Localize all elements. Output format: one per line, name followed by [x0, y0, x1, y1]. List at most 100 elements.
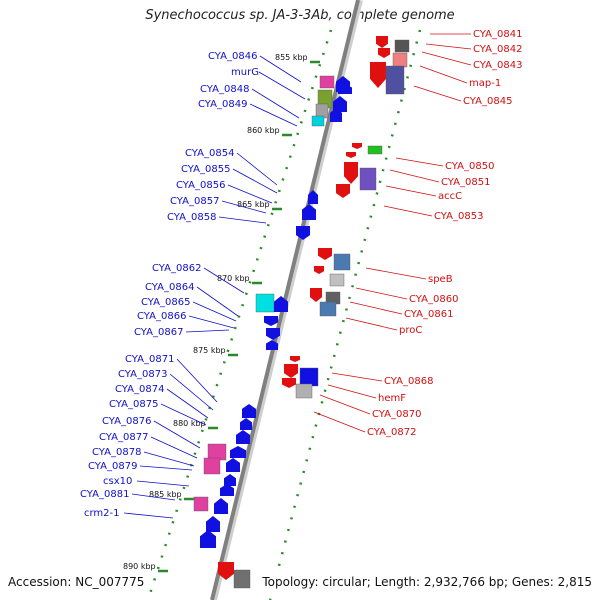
gene-feature-6 [319, 75, 335, 89]
right-leader-14 [327, 384, 377, 399]
kbp-label-7: 890 kbp [123, 562, 156, 571]
left-gene-label-2[interactable]: CYA_0848 [200, 84, 249, 95]
gene-feature-10 [333, 96, 347, 112]
left-leader-12 [188, 315, 235, 329]
gene-feature-14 [352, 143, 362, 149]
left-gene-label-16[interactable]: CYA_0874 [115, 384, 164, 395]
kbp-label-4: 875 kbp [193, 346, 226, 355]
left-leader-15 [169, 373, 214, 411]
gene-feature-5 [385, 65, 405, 95]
gene-feature-37 [299, 367, 319, 387]
left-gene-label-11[interactable]: CYA_0865 [141, 297, 190, 308]
right-leader-5 [395, 157, 444, 167]
gene-feature-30 [255, 293, 275, 313]
right-leader-3 [419, 65, 468, 84]
left-gene-label-3[interactable]: CYA_0849 [198, 99, 247, 110]
right-gene-label-16[interactable]: CYA_0872 [367, 427, 416, 438]
gene-feature-19 [336, 184, 350, 198]
gene-feature-26 [329, 273, 345, 287]
left-gene-label-8[interactable]: CYA_0858 [167, 212, 216, 223]
left-gene-label-4[interactable]: CYA_0854 [185, 148, 234, 159]
right-leader-4 [413, 85, 462, 102]
kbp-label-2: 865 kbp [237, 200, 270, 209]
right-gene-label-4[interactable]: CYA_0845 [463, 96, 512, 107]
gene-feature-32 [264, 316, 278, 326]
right-leader-16 [313, 411, 366, 433]
left-gene-label-9[interactable]: CYA_0862 [152, 263, 201, 274]
right-gene-label-13[interactable]: CYA_0868 [384, 376, 433, 387]
gene-feature-50 [214, 498, 228, 514]
left-gene-label-21[interactable]: CYA_0879 [88, 461, 137, 472]
right-gene-label-1[interactable]: CYA_0842 [473, 44, 522, 55]
gene-feature-18 [359, 167, 377, 191]
left-gene-label-19[interactable]: CYA_0877 [99, 432, 148, 443]
left-leader-6 [227, 184, 273, 204]
right-leader-10 [355, 287, 408, 300]
right-leader-13 [331, 372, 383, 382]
right-gene-label-3[interactable]: map-1 [469, 78, 501, 89]
left-gene-label-24[interactable]: crm2-1 [84, 508, 120, 519]
gene-feature-31 [274, 296, 288, 312]
gene-labels: CYA_0846 murG CYA_0848 CYA_0849 CYA_0854 CYA_… [80, 29, 522, 519]
right-leader-7 [385, 185, 437, 197]
gene-feature-23 [318, 248, 332, 260]
gene-feature-48 [220, 484, 234, 496]
left-gene-label-20[interactable]: CYA_0878 [92, 447, 141, 458]
left-gene-label-15[interactable]: CYA_0873 [118, 369, 167, 380]
left-leader-10 [196, 286, 239, 317]
right-gene-label-11[interactable]: CYA_0861 [404, 309, 453, 320]
left-gene-label-13[interactable]: CYA_0867 [134, 327, 183, 338]
left-gene-label-10[interactable]: CYA_0864 [145, 282, 194, 293]
right-leader-11 [349, 301, 403, 315]
kbp-label-0: 855 kbp [275, 53, 308, 62]
left-leader-19 [150, 436, 198, 459]
right-leader-1 [425, 43, 472, 50]
gene-feature-2 [378, 48, 390, 58]
accession-text: Accession: NC_007775 [8, 575, 145, 589]
left-leader-1 [258, 71, 306, 100]
left-leader-7 [221, 200, 267, 214]
gene-feature-16 [346, 152, 356, 158]
left-leader-9 [203, 267, 245, 294]
right-gene-label-7[interactable]: accC [438, 191, 462, 202]
kbp-label-1: 860 kbp [247, 126, 280, 135]
gene-feature-3 [392, 52, 408, 68]
left-gene-label-23[interactable]: CYA_0881 [80, 489, 129, 500]
right-gene-label-15[interactable]: CYA_0870 [372, 409, 421, 420]
gene-feature-36 [284, 364, 298, 378]
gene-feature-13 [330, 108, 342, 122]
gene-feature-35 [290, 356, 300, 362]
left-gene-label-6[interactable]: CYA_0856 [176, 180, 225, 191]
left-leader-17 [160, 403, 207, 426]
left-gene-label-7[interactable]: CYA_0857 [170, 196, 219, 207]
left-leader-13 [185, 329, 230, 333]
gene-feature-17 [344, 162, 358, 184]
right-leader-9 [365, 267, 427, 280]
gene-feature-12 [311, 115, 325, 127]
left-gene-label-17[interactable]: CYA_0875 [109, 399, 158, 410]
right-gene-label-5[interactable]: CYA_0850 [445, 161, 494, 172]
left-gene-label-18[interactable]: CYA_0876 [102, 416, 151, 427]
right-gene-label-9[interactable]: speB [428, 274, 453, 285]
right-gene-label-14[interactable]: hemF [378, 393, 406, 404]
left-gene-label-22[interactable]: csx10 [103, 476, 132, 487]
left-gene-label-5[interactable]: CYA_0855 [181, 164, 230, 175]
kbp-label-5: 880 kbp [173, 419, 206, 428]
right-gene-label-8[interactable]: CYA_0853 [434, 211, 483, 222]
right-gene-label-0[interactable]: CYA_0841 [473, 29, 522, 40]
gene-feature-42 [236, 430, 250, 444]
left-gene-label-14[interactable]: CYA_0871 [125, 354, 174, 365]
right-gene-label-12[interactable]: proC [399, 325, 422, 336]
left-leader-23 [131, 493, 176, 501]
left-gene-label-0[interactable]: CYA_0846 [208, 51, 257, 62]
left-gene-label-12[interactable]: CYA_0866 [137, 311, 186, 322]
right-gene-label-10[interactable]: CYA_0860 [409, 294, 458, 305]
right-gene-label-6[interactable]: CYA_0851 [441, 177, 490, 188]
right-track [268, 29, 422, 600]
left-gene-label-1[interactable]: murG [231, 67, 259, 78]
gene-feature-49 [193, 496, 209, 512]
gene-feature-54 [233, 569, 251, 589]
right-gene-label-2[interactable]: CYA_0843 [473, 60, 522, 71]
gene-feature-25 [314, 266, 324, 274]
